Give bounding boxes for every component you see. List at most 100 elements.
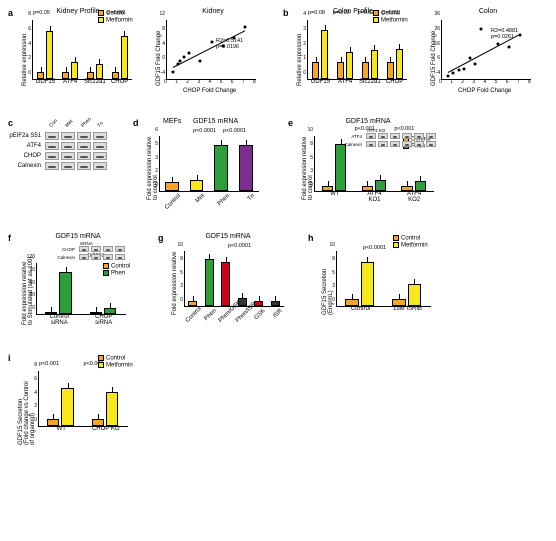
legend-label-control: Control (381, 11, 400, 17)
panel-a-scatter-title: Kidney (168, 8, 258, 15)
panel-a-legend: Control Metformin (98, 10, 133, 23)
panel-e-inset: ATF4 KO ATF4 Calnexin (343, 128, 437, 149)
legend-swatch-control (393, 235, 399, 241)
bar (375, 180, 386, 191)
blot (402, 141, 412, 147)
panel-g-title: GDF15 mRNA (188, 233, 268, 240)
bar (46, 31, 53, 79)
blot (378, 133, 388, 139)
bar (47, 419, 59, 426)
panel-h-legend: Control Metformin (393, 235, 428, 248)
panel-i-plot: WTp<0.001CHOP KOp<0.00102468 (38, 371, 128, 427)
blot (61, 142, 75, 150)
bar (61, 388, 73, 426)
blot (45, 152, 59, 160)
blot (93, 142, 107, 150)
panel-a-scatter-plot: 012345678-404812 (166, 20, 256, 80)
legend-label-control: Control (106, 11, 125, 17)
panel-e-label: e (288, 118, 293, 128)
bar (396, 49, 403, 79)
panel-c-cols: Con Met Phen Tn (48, 118, 112, 124)
blot (79, 246, 89, 252)
legend-swatch-metformin (393, 242, 399, 248)
blot (45, 162, 59, 170)
panel-b-scatter-xlab: CHOP Fold Change (458, 88, 511, 94)
c-row3: Calnexin (8, 163, 44, 169)
c-col3: Tn (96, 113, 112, 129)
blot (103, 254, 113, 260)
blot (91, 246, 101, 252)
panel-h-label: h (308, 233, 314, 243)
legend-label-metformin: Metformin (381, 17, 408, 23)
legend-swatch-phen (103, 270, 109, 276)
legend-swatch-control (373, 10, 379, 16)
lf-c: Control (111, 264, 130, 270)
c-col0: Con (48, 113, 64, 129)
panel-a: a Kidney Profile Relative expression GDF… (8, 8, 278, 108)
panel-c: c Con Met Phen Tn pEIF2a S51 ATF4 CHOP C… (8, 118, 118, 208)
blot (93, 152, 107, 160)
blot (414, 133, 424, 139)
bar (362, 62, 369, 79)
bar (106, 392, 118, 426)
panel-a-scatter-annot: R2=0.5141 p=0.0196 (216, 38, 243, 50)
panel-b-scatter-ylab: GDF15 Fold Change (431, 31, 437, 86)
blot (366, 133, 376, 139)
blot (61, 132, 75, 140)
panel-a-bar-plot: GDF15p=0.05ATF4Slc22a1CHOPp=0.0602468 (32, 20, 132, 80)
panel-b-scatter-title: Colon (443, 8, 533, 15)
blot (414, 141, 424, 147)
panel-f-legend: Control Phen (103, 263, 130, 276)
lf-p: Phen (111, 270, 125, 276)
blot (390, 133, 400, 139)
bar (335, 144, 346, 191)
bar (387, 62, 394, 79)
blot (77, 162, 91, 170)
bar (337, 62, 344, 79)
c-row2: CHOP (8, 153, 44, 159)
panel-c-label: c (8, 118, 13, 128)
legend-swatch-control (98, 10, 104, 16)
panel-d-p1: p<0.0001 (193, 128, 216, 134)
bar (59, 272, 71, 315)
blot (378, 141, 388, 147)
blot (77, 142, 91, 150)
panel-i-label: i (8, 353, 11, 363)
c-col1: Met (64, 113, 80, 129)
blot (45, 132, 59, 140)
bar (408, 284, 421, 306)
panel-a-label: a (8, 8, 13, 18)
lh-c: Control (401, 236, 420, 242)
legend-swatch-control (103, 263, 109, 269)
panel-b-bar-plot: GDF15p=0.08ATF4p=0.03Slc22a1p=0.02CHOPp=… (307, 20, 407, 80)
fi-r0: CHOP (56, 247, 78, 252)
ei-r1: Calnexin (343, 142, 365, 147)
blot (45, 142, 59, 150)
bar (346, 52, 353, 79)
blot (77, 132, 91, 140)
panel-g-label: g (158, 233, 164, 243)
blot (91, 254, 101, 260)
bar (37, 72, 44, 79)
panel-d-p2: p<0.0001 (223, 128, 246, 134)
bar (371, 50, 378, 79)
blot (103, 246, 113, 252)
panel-f-title: GDF15 mRNA (38, 233, 118, 240)
bar (96, 64, 103, 79)
panel-g-plot: ControlPhenPhen/GSKPhen/ISRGSKISR035810 (184, 251, 284, 307)
bar (361, 262, 374, 306)
blot (426, 141, 436, 147)
li-c: Control (106, 356, 125, 362)
panel-g: g GDF15 mRNA Fold expression relative Co… (158, 233, 293, 343)
panel-h-p: p<0.0001 (363, 245, 386, 251)
panel-d-plot: ControlMetPhenTn02356 (159, 136, 259, 192)
fi-r1: Calnexin (56, 255, 78, 260)
blot (115, 254, 125, 260)
bar (92, 419, 104, 426)
c-col2: Phen (80, 113, 96, 129)
panel-a-bar-ylab: Relative expression (22, 34, 28, 86)
li-m: Metformin (106, 362, 133, 368)
blot (79, 254, 89, 260)
bar (392, 299, 405, 306)
panel-h: h GDF15 Secretion (Eng/mL) Control1uM IS… (308, 233, 443, 343)
